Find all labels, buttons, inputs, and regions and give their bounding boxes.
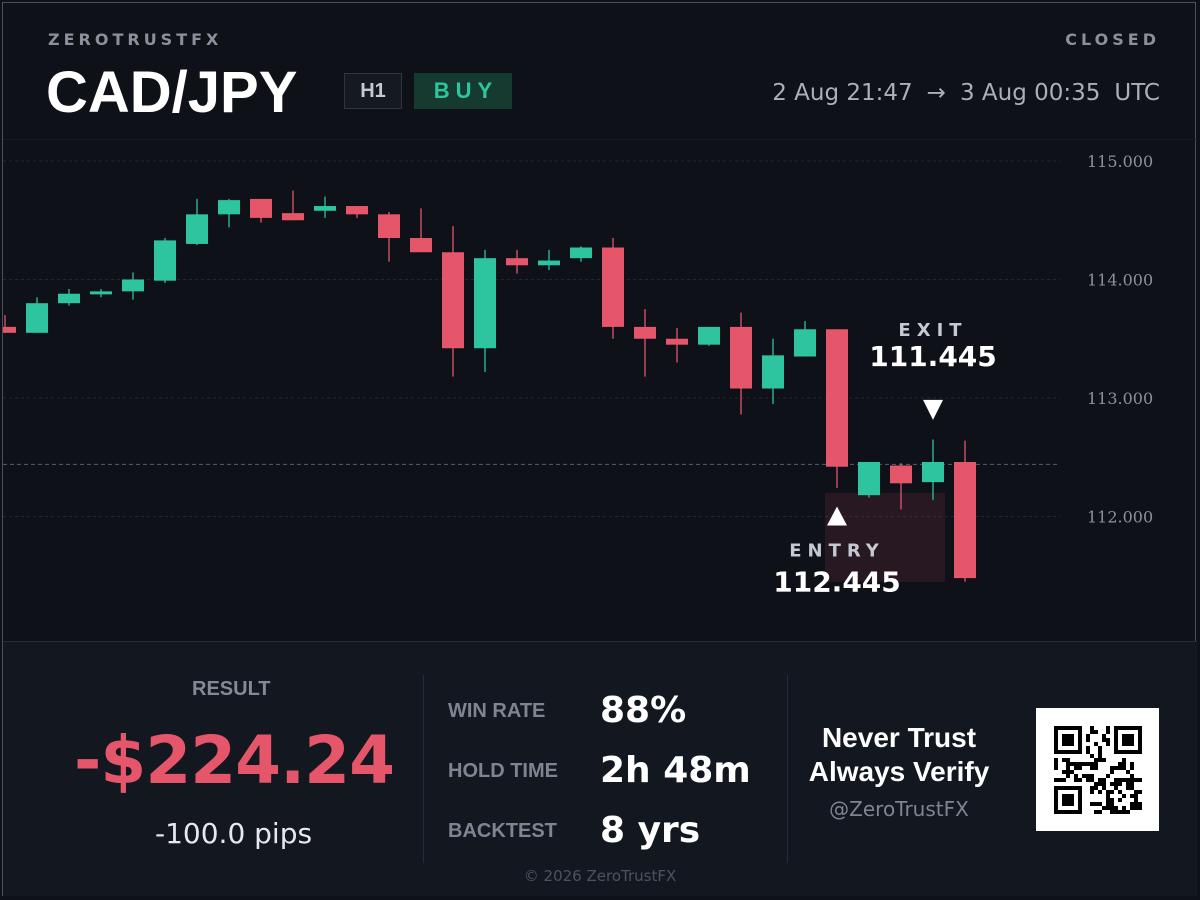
brand-name: ZEROTRUSTFX: [48, 30, 223, 49]
candle-body: [890, 465, 912, 484]
result-pips: -100.0 pips: [155, 817, 313, 850]
pair-title: CAD/JPY: [46, 60, 298, 125]
candle-body: [570, 247, 592, 259]
stat-label-backtest: BACKTEST: [448, 820, 557, 842]
candle-body: [602, 247, 624, 327]
footer-divider-2: [787, 675, 788, 863]
stat-label-hold-time: HOLD TIME: [448, 760, 558, 782]
stat-value-backtest: 8 yrs: [600, 810, 701, 851]
entry-label: ENTRY: [789, 541, 885, 562]
exit-price: 111.445: [869, 340, 997, 373]
candle-body: [762, 355, 784, 389]
header-divider: [3, 139, 1197, 140]
candle-body: [794, 329, 816, 357]
side-badge: BUY: [414, 73, 512, 109]
candle-body: [186, 214, 208, 244]
candle-body: [282, 213, 304, 221]
trade-status: CLOSED: [1065, 30, 1160, 49]
result-label: RESULT: [192, 678, 271, 700]
stat-value-hold-time: 2h 48m: [600, 750, 751, 791]
candle-body: [250, 198, 272, 218]
y-tick-label: 114.000: [1087, 271, 1153, 290]
candle-body: [378, 214, 400, 239]
entry-price: 112.445: [773, 566, 901, 599]
qr-code-pattern: [1054, 726, 1142, 814]
time-range: 2 Aug 21:47 → 3 Aug 00:35 UTC: [772, 80, 1160, 106]
candle-body: [346, 206, 368, 215]
y-tick-label: 113.000: [1087, 389, 1153, 408]
candle-body: [218, 200, 240, 215]
candle-body: [26, 303, 48, 333]
timeframe-badge: H1: [344, 73, 402, 109]
candle-body: [442, 252, 464, 349]
entry-marker-icon: [827, 506, 847, 526]
candle-body: [666, 338, 688, 345]
social-handle: @ZeroTrustFX: [829, 797, 969, 821]
footer-panel: [3, 641, 1197, 896]
time-zone: UTC: [1114, 80, 1160, 106]
exit-label: EXIT: [898, 320, 967, 341]
candle-body: [3, 326, 16, 333]
candle-body: [122, 279, 144, 292]
footer-divider-1: [423, 675, 424, 863]
result-value: -$224.24: [74, 722, 395, 799]
stat-value-win-rate: 88%: [600, 690, 687, 731]
candle-body: [474, 258, 496, 349]
candle-body: [506, 258, 528, 266]
candle-body: [314, 206, 336, 211]
price-chart: 115.000 114.000 113.000 112.000 ENTRY 112.445…: [3, 152, 1153, 599]
candle-body: [58, 293, 80, 304]
slogan-line-2: Always Verify: [808, 756, 990, 787]
candle-body: [922, 461, 944, 483]
candle-body: [634, 326, 656, 339]
arrow-icon: →: [926, 80, 946, 106]
y-tick-label: 112.000: [1087, 508, 1153, 527]
candle-body: [538, 260, 560, 266]
candle-body: [410, 238, 432, 253]
time-end: 3 Aug 00:35: [959, 80, 1101, 106]
qr-code[interactable]: [1036, 708, 1159, 831]
candle-body: [826, 329, 848, 467]
candle-body: [698, 326, 720, 345]
exit-marker-icon: [923, 399, 943, 420]
y-tick-label: 115.000: [1087, 152, 1153, 171]
slogan-line-1: Never Trust: [821, 722, 977, 753]
candle-body: [730, 326, 752, 389]
candle-body: [858, 461, 880, 496]
stat-label-win-rate: WIN RATE: [448, 700, 546, 722]
loss-zone: [825, 492, 945, 582]
candle-body: [954, 461, 976, 579]
copyright: © 2026 ZeroTrustFX: [523, 867, 677, 885]
time-start: 2 Aug 21:47: [772, 80, 913, 106]
candle-body: [90, 291, 112, 295]
candle-body: [154, 240, 176, 281]
